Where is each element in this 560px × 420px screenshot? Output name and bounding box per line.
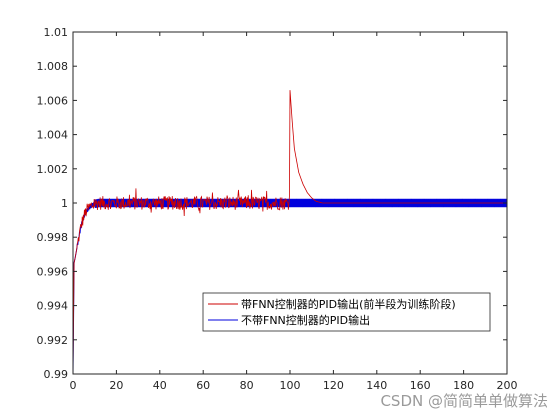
y-tick-label: 0.994 <box>37 300 69 313</box>
y-tick-label: 1.01 <box>44 26 69 39</box>
legend-box <box>202 292 491 332</box>
y-axis: 0.99 0.992 0.994 0.996 0.998 1 1.002 1.004 1.006… <box>37 26 507 381</box>
series-line-pid-fnn <box>73 90 507 374</box>
legend-label-pid-plain: 不带FNN控制器的PID输出 <box>241 313 370 327</box>
series-layer <box>73 90 507 374</box>
y-tick-label: 1.002 <box>37 163 69 176</box>
y-tick-label: 0.992 <box>37 334 69 347</box>
x-tick-label: 40 <box>153 379 167 392</box>
y-tick-label: 1.008 <box>37 60 69 73</box>
legend: 带FNN控制器的PID输出(前半段为训练阶段) 不带FNN控制器的PID输出 <box>202 292 491 332</box>
x-axis: 0 20 40 60 80 100 120 140 160 180 200 <box>70 32 518 392</box>
x-tick-label: 140 <box>366 379 387 392</box>
y-tick-label: 0.998 <box>37 231 69 244</box>
legend-label-pid-fnn: 带FNN控制器的PID输出(前半段为训练阶段) <box>241 297 456 311</box>
x-tick-label: 100 <box>280 379 301 392</box>
y-tick-label: 0.996 <box>37 265 69 278</box>
x-tick-label: 20 <box>109 379 123 392</box>
y-tick-label: 1.006 <box>37 94 69 107</box>
x-tick-label: 120 <box>323 379 344 392</box>
watermark-text: CSDN @简简单单做算法 <box>380 392 548 410</box>
x-tick-label: 60 <box>196 379 210 392</box>
y-tick-label: 0.99 <box>44 368 69 381</box>
x-tick-label: 200 <box>497 379 518 392</box>
y-tick-label: 1.004 <box>37 129 69 142</box>
x-tick-label: 180 <box>453 379 474 392</box>
x-tick-label: 160 <box>410 379 431 392</box>
x-tick-label: 80 <box>240 379 254 392</box>
y-tick-label: 1 <box>61 197 68 210</box>
x-tick-label: 0 <box>70 379 77 392</box>
